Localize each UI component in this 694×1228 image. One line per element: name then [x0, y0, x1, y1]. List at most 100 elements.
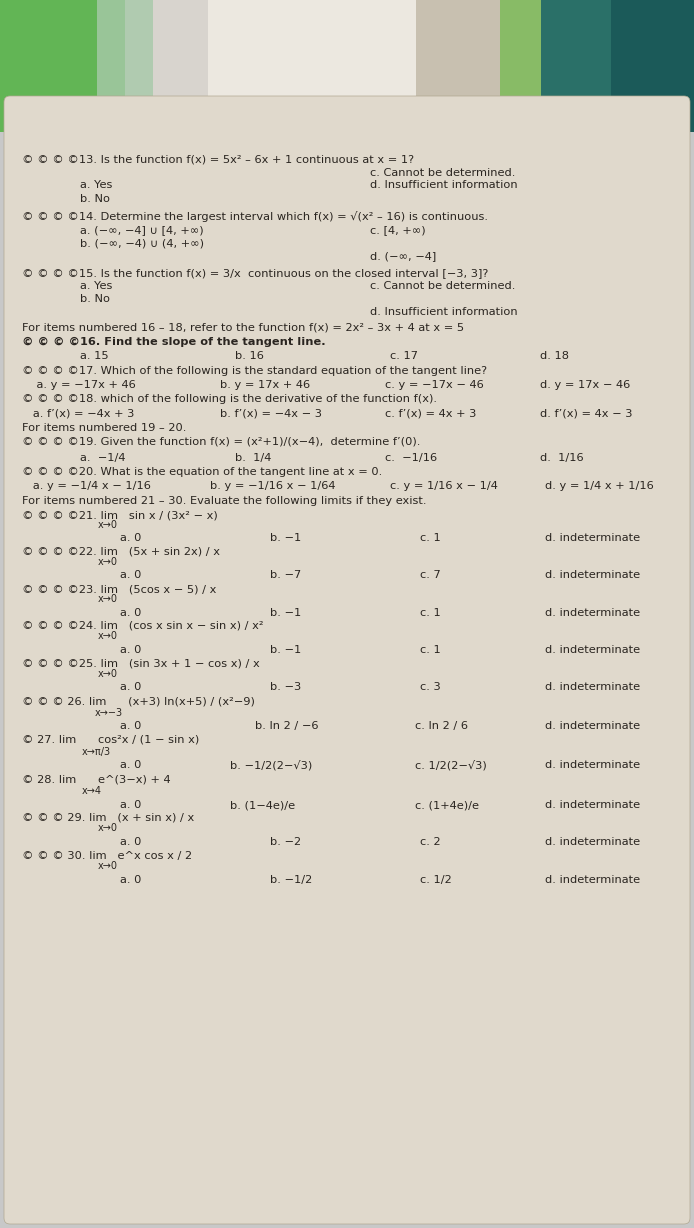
Text: c. Cannot be determined.: c. Cannot be determined. — [370, 281, 516, 291]
Text: b. f’(x) = −4x − 3: b. f’(x) = −4x − 3 — [220, 408, 322, 418]
Text: c. f’(x) = 4x + 3: c. f’(x) = 4x + 3 — [385, 408, 476, 418]
Text: © © © ©14. Determine the largest interval which f(x) = √(x² – 16) is continuous.: © © © ©14. Determine the largest interva… — [22, 211, 488, 222]
Bar — [0, 0, 125, 131]
Text: x→0: x→0 — [98, 669, 118, 679]
Text: c. 3: c. 3 — [420, 682, 441, 693]
Text: c. 1/2: c. 1/2 — [420, 876, 452, 885]
Text: d. (−∞, −4]: d. (−∞, −4] — [370, 251, 437, 262]
Text: © © © ©18. which of the following is the derivative of the function f(x).: © © © ©18. which of the following is the… — [22, 394, 437, 404]
Text: © 27. lim      cos²x / (1 − sin x): © 27. lim cos²x / (1 − sin x) — [22, 736, 199, 745]
Text: For items numbered 16 – 18, refer to the function f(x) = 2x² – 3x + 4 at x = 5: For items numbered 16 – 18, refer to the… — [22, 323, 464, 333]
Text: d. f’(x) = 4x − 3: d. f’(x) = 4x − 3 — [540, 408, 632, 418]
Text: b. −1: b. −1 — [270, 608, 301, 618]
Text: d. indeterminate: d. indeterminate — [545, 837, 640, 847]
Text: For items numbered 21 – 30. Evaluate the following limits if they exist.: For items numbered 21 – 30. Evaluate the… — [22, 496, 427, 506]
Text: d. 18: d. 18 — [540, 351, 569, 361]
Text: © © © ©23. lim   (5cos x − 5) / x: © © © ©23. lim (5cos x − 5) / x — [22, 585, 217, 594]
Text: a. 0: a. 0 — [120, 799, 142, 810]
Text: d. y = 1/4 x + 1/16: d. y = 1/4 x + 1/16 — [545, 481, 654, 491]
Text: b. −1/2(2−√3): b. −1/2(2−√3) — [230, 760, 312, 770]
Text: a. 0: a. 0 — [120, 837, 142, 847]
Text: x→4: x→4 — [82, 786, 102, 796]
Text: b. (−∞, −4) ∪ (4, +∞): b. (−∞, −4) ∪ (4, +∞) — [80, 238, 204, 248]
Text: d. indeterminate: d. indeterminate — [545, 876, 640, 885]
Text: © © © ©20. What is the equation of the tangent line at x = 0.: © © © ©20. What is the equation of the t… — [22, 467, 382, 476]
Text: d. y = 17x − 46: d. y = 17x − 46 — [540, 379, 630, 391]
Text: a. (−∞, −4] ∪ [4, +∞): a. (−∞, −4] ∪ [4, +∞) — [80, 225, 203, 235]
Text: a.  −1/4: a. −1/4 — [80, 453, 126, 463]
Text: a. 0: a. 0 — [120, 682, 142, 693]
Text: b. y = 17x + 46: b. y = 17x + 46 — [220, 379, 310, 391]
Text: a. 0: a. 0 — [120, 533, 142, 543]
Text: © © © 30. lim   e^x cos x / 2: © © © 30. lim e^x cos x / 2 — [22, 851, 192, 861]
Text: b. y = −1/16 x − 1/64: b. y = −1/16 x − 1/64 — [210, 481, 335, 491]
Text: © © © ©15. Is the function f(x) = 3/x  continuous on the closed interval [−3, 3]: © © © ©15. Is the function f(x) = 3/x co… — [22, 268, 489, 278]
Text: d. indeterminate: d. indeterminate — [545, 682, 640, 693]
Text: d. indeterminate: d. indeterminate — [545, 570, 640, 580]
Bar — [611, 0, 694, 131]
Text: a. Yes: a. Yes — [80, 181, 112, 190]
Text: c. [4, +∞): c. [4, +∞) — [370, 225, 425, 235]
Text: a. 0: a. 0 — [120, 608, 142, 618]
Text: b. 16: b. 16 — [235, 351, 264, 361]
Text: a. Yes: a. Yes — [80, 281, 112, 291]
Text: c. 1/2(2−√3): c. 1/2(2−√3) — [415, 760, 486, 770]
Text: © © © ©13. Is the function f(x) = 5x² – 6x + 1 continuous at x = 1?: © © © ©13. Is the function f(x) = 5x² – … — [22, 155, 414, 165]
Text: c. 17: c. 17 — [390, 351, 418, 361]
Text: b. ln 2 / −6: b. ln 2 / −6 — [255, 721, 319, 731]
FancyBboxPatch shape — [4, 96, 690, 1224]
Text: c. 2: c. 2 — [420, 837, 441, 847]
Text: a. y = −17x + 46: a. y = −17x + 46 — [22, 379, 136, 391]
Text: c. y = 1/16 x − 1/4: c. y = 1/16 x − 1/4 — [390, 481, 498, 491]
Text: x→π/3: x→π/3 — [82, 747, 111, 756]
Text: c. 1: c. 1 — [420, 645, 441, 655]
Text: x→−3: x→−3 — [95, 709, 123, 718]
Text: b.  1/4: b. 1/4 — [235, 453, 271, 463]
Text: x→0: x→0 — [98, 558, 118, 567]
Text: d. indeterminate: d. indeterminate — [545, 721, 640, 731]
Text: © © © ©19. Given the function f(x) = (x²+1)/(x−4),  determine f’(0).: © © © ©19. Given the function f(x) = (x²… — [22, 437, 421, 447]
Bar — [500, 0, 541, 131]
Text: b. −7: b. −7 — [270, 570, 301, 580]
Text: b. No: b. No — [80, 293, 110, 305]
Text: © © © ©17. Which of the following is the standard equation of the tangent line?: © © © ©17. Which of the following is the… — [22, 366, 487, 376]
Text: a. 0: a. 0 — [120, 721, 142, 731]
Text: x→0: x→0 — [98, 823, 118, 833]
Text: d. indeterminate: d. indeterminate — [545, 645, 640, 655]
Text: x→0: x→0 — [98, 594, 118, 604]
Text: b. −1/2: b. −1/2 — [270, 876, 312, 885]
Text: a. 0: a. 0 — [120, 570, 142, 580]
Text: c. 7: c. 7 — [420, 570, 441, 580]
Text: For items numbered 19 – 20.: For items numbered 19 – 20. — [22, 422, 187, 433]
Bar — [208, 0, 416, 131]
Text: c. 1: c. 1 — [420, 533, 441, 543]
Text: c. Cannot be determined.: c. Cannot be determined. — [370, 168, 516, 178]
Text: d. Insufficient information: d. Insufficient information — [370, 307, 518, 317]
Text: © © © ©22. lim   (5x + sin 2x) / x: © © © ©22. lim (5x + sin 2x) / x — [22, 546, 220, 558]
Text: © © © ©16. Find the slope of the tangent line.: © © © ©16. Find the slope of the tangent… — [22, 336, 325, 348]
Bar — [153, 0, 514, 131]
Text: c. (1+4e)/e: c. (1+4e)/e — [415, 799, 479, 810]
Text: b. No: b. No — [80, 194, 110, 204]
Text: d.  1/16: d. 1/16 — [540, 453, 584, 463]
Text: © © © 26. lim      (x+3) ln(x+5) / (x²−9): © © © 26. lim (x+3) ln(x+5) / (x²−9) — [22, 696, 255, 706]
Text: c. y = −17x − 46: c. y = −17x − 46 — [385, 379, 484, 391]
Text: d. indeterminate: d. indeterminate — [545, 533, 640, 543]
Text: a. 0: a. 0 — [120, 760, 142, 770]
Bar — [541, 0, 694, 131]
Text: d. indeterminate: d. indeterminate — [545, 760, 640, 770]
Text: d. indeterminate: d. indeterminate — [545, 799, 640, 810]
Bar — [0, 0, 97, 131]
Text: x→0: x→0 — [98, 861, 118, 871]
Text: a. f’(x) = −4x + 3: a. f’(x) = −4x + 3 — [22, 408, 135, 418]
Text: x→0: x→0 — [98, 519, 118, 530]
Text: x→0: x→0 — [98, 631, 118, 641]
Text: a. y = −1/4 x − 1/16: a. y = −1/4 x − 1/16 — [22, 481, 151, 491]
Text: a. 0: a. 0 — [120, 645, 142, 655]
Text: b. −3: b. −3 — [270, 682, 301, 693]
Text: © © © ©21. lim   sin x / (3x² − x): © © © ©21. lim sin x / (3x² − x) — [22, 510, 218, 519]
Text: a. 15: a. 15 — [80, 351, 109, 361]
Text: © © © ©24. lim   (cos x sin x − sin x) / x²: © © © ©24. lim (cos x sin x − sin x) / x… — [22, 621, 264, 631]
Text: c. 1: c. 1 — [420, 608, 441, 618]
Text: d. indeterminate: d. indeterminate — [545, 608, 640, 618]
